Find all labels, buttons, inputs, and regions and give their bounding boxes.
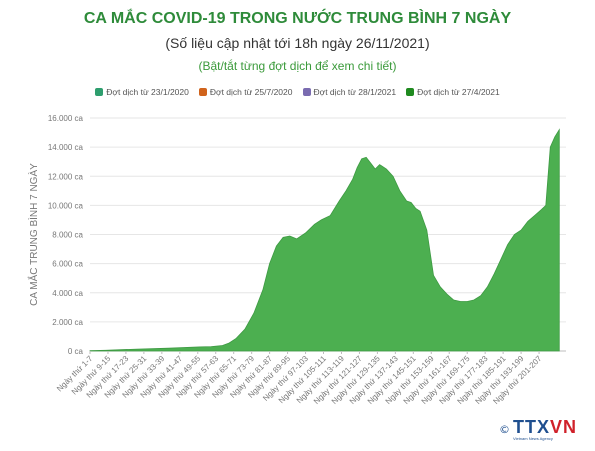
legend-swatch-wave-4: [406, 88, 415, 96]
logo-brand-b: VN: [549, 417, 577, 437]
y-tick-label: 2.000 ca: [52, 318, 83, 327]
copyright-icon: ©: [498, 423, 510, 436]
logo-tagline: Vietnam News Agency: [512, 436, 553, 441]
toggle-hint: (Bật/tắt từng đợt dịch để xem chi tiết): [198, 59, 397, 73]
legend-label-wave-2: Đợt dịch từ 25/7/2020: [209, 87, 293, 97]
y-tick-label: 8.000 ca: [52, 231, 83, 240]
legend-label-wave-4: Đợt dịch từ 27/4/2021: [417, 87, 500, 97]
y-tick-label: 0 ca: [68, 347, 84, 356]
series-area: [89, 128, 560, 352]
legend-item-wave-1[interactable]: Đợt dịch từ 23/1/2020: [95, 87, 189, 97]
legend-swatch-wave-2: [198, 88, 207, 96]
legend-item-wave-3[interactable]: Đợt dịch từ 28/1/2021: [302, 87, 397, 97]
legend-label-wave-1: Đợt dịch từ 23/1/2020: [106, 87, 189, 97]
legend-item-wave-4[interactable]: Đợt dịch từ 27/4/2021: [406, 87, 500, 97]
y-tick-label: 12.000 ca: [48, 172, 84, 181]
legend: Đợt dịch từ 23/1/2020 Đợt dịch từ 25/7/2…: [0, 87, 595, 97]
legend-swatch-wave-1: [95, 88, 104, 96]
y-tick-label: 6.000 ca: [52, 260, 83, 269]
legend-item-wave-2[interactable]: Đợt dịch từ 25/7/2020: [198, 87, 293, 97]
y-tick-label: 10.000 ca: [48, 201, 84, 210]
y-axis-label: CA MẮC TRUNG BÌNH 7 NGÀY: [27, 163, 40, 306]
ttxvn-logo: © TTXVN Vietnam News Agency: [499, 418, 577, 441]
y-tick-label: 4.000 ca: [52, 289, 83, 298]
chart-subtitle: (Số liệu cập nhật tới 18h ngày 26/11/202…: [165, 35, 430, 51]
legend-label-wave-3: Đợt dịch từ 28/1/2021: [313, 87, 397, 97]
chart-title: CA MẮC COVID-19 TRONG NƯỚC TRUNG BÌNH 7 …: [83, 10, 512, 27]
logo-brand-a: TTX: [512, 417, 550, 437]
y-tick-label: 14.000 ca: [48, 143, 84, 152]
legend-swatch-wave-3: [302, 88, 311, 96]
y-tick-label: 16.000 ca: [48, 114, 84, 123]
